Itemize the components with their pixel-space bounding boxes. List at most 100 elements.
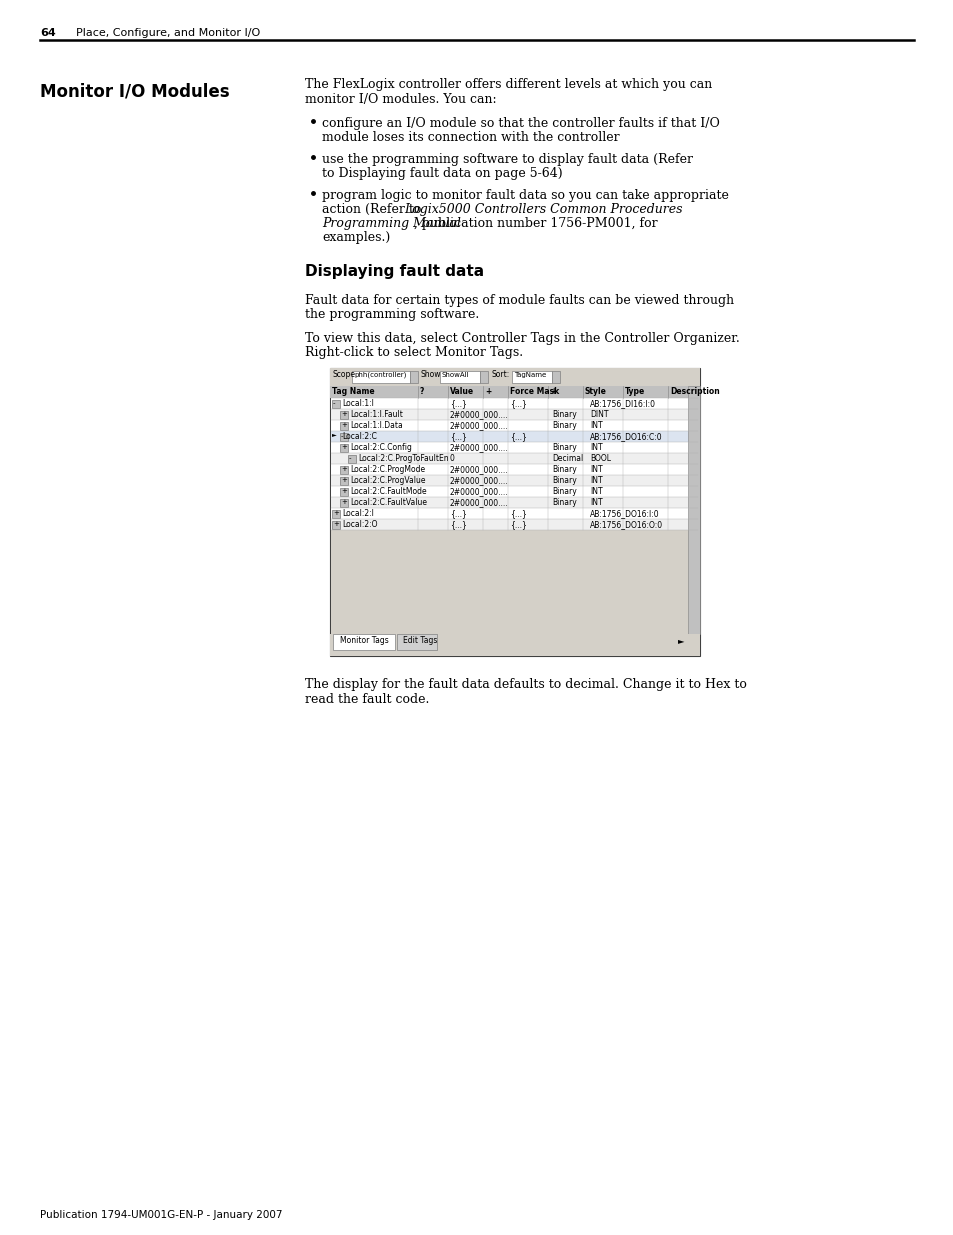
Text: Show: Show — [420, 370, 441, 379]
Text: Local:1:I.Fault: Local:1:I.Fault — [350, 410, 402, 419]
Text: INT: INT — [589, 487, 602, 496]
Text: read the fault code.: read the fault code. — [305, 693, 429, 706]
Text: Local:2:C.ProgMode: Local:2:C.ProgMode — [350, 466, 425, 474]
Bar — [339, 488, 348, 496]
Text: 2#0000_000....: 2#0000_000.... — [450, 466, 508, 474]
Text: {...}: {...} — [510, 432, 526, 441]
Text: Binary: Binary — [552, 466, 577, 474]
Text: +: + — [484, 387, 491, 396]
Text: -: - — [340, 433, 343, 438]
Text: Local:1:I: Local:1:I — [341, 399, 374, 408]
Text: +: + — [340, 466, 347, 472]
Bar — [331, 420, 699, 431]
Bar — [331, 530, 699, 634]
Text: INT: INT — [589, 475, 602, 485]
Bar — [331, 453, 699, 464]
Text: Local:2:C.FaultMode: Local:2:C.FaultMode — [350, 487, 426, 496]
Text: INT: INT — [589, 466, 602, 474]
Text: +: + — [550, 387, 556, 396]
Text: Value: Value — [450, 387, 474, 396]
Text: TagName: TagName — [514, 372, 546, 378]
Bar — [330, 634, 700, 656]
Text: examples.): examples.) — [322, 231, 390, 245]
Text: Tag Name: Tag Name — [332, 387, 375, 396]
Text: , publication number 1756-PM001, for: , publication number 1756-PM001, for — [414, 217, 657, 230]
Bar — [512, 370, 552, 383]
Text: AB:1756_DI16:I:0: AB:1756_DI16:I:0 — [589, 399, 656, 408]
Text: module loses its connection with the controller: module loses its connection with the con… — [322, 131, 619, 144]
Text: AB:1756_DO16:O:0: AB:1756_DO16:O:0 — [589, 520, 662, 529]
Text: {...}: {...} — [510, 399, 526, 408]
Text: The FlexLogix controller offers different levels at which you can: The FlexLogix controller offers differen… — [305, 78, 712, 91]
Text: Scope: Scope — [333, 370, 355, 379]
Bar — [332, 400, 339, 408]
Text: Monitor Tags: Monitor Tags — [339, 636, 388, 645]
Text: Local:2:C.FaultValue: Local:2:C.FaultValue — [350, 498, 427, 508]
Bar — [330, 387, 700, 398]
Text: +: + — [340, 445, 347, 450]
Text: 2#0000_000....: 2#0000_000.... — [450, 410, 508, 419]
Text: Local:2:C.ProgToFaultEn: Local:2:C.ProgToFaultEn — [357, 454, 448, 463]
Bar — [410, 370, 417, 383]
Text: Programming Manual: Programming Manual — [322, 217, 460, 230]
Text: Binary: Binary — [552, 487, 577, 496]
Text: Sort:: Sort: — [492, 370, 510, 379]
Text: 64: 64 — [40, 28, 55, 38]
Text: configure an I/O module so that the controller faults if that I/O: configure an I/O module so that the cont… — [322, 117, 720, 130]
Bar — [331, 431, 699, 442]
Text: Edit Tags: Edit Tags — [402, 636, 436, 645]
Text: {...}: {...} — [510, 509, 526, 517]
Text: 2#0000_000....: 2#0000_000.... — [450, 498, 508, 508]
Text: INT: INT — [589, 421, 602, 430]
Text: Decimal: Decimal — [552, 454, 582, 463]
Text: Local:2:C: Local:2:C — [341, 432, 376, 441]
Text: {...}: {...} — [450, 520, 466, 529]
Bar — [332, 521, 339, 529]
Text: Displaying fault data: Displaying fault data — [305, 264, 483, 279]
Text: Binary: Binary — [552, 421, 577, 430]
Text: Local:1:I.Data: Local:1:I.Data — [350, 421, 402, 430]
Bar — [331, 475, 699, 487]
Text: ?: ? — [419, 387, 424, 396]
Bar — [331, 519, 699, 530]
Text: The display for the fault data defaults to decimal. Change it to Hex to: The display for the fault data defaults … — [305, 678, 746, 692]
Bar — [331, 487, 699, 496]
Text: Style: Style — [584, 387, 606, 396]
Bar — [332, 510, 339, 517]
Bar — [339, 422, 348, 430]
Text: +: + — [340, 422, 347, 429]
Text: {...}: {...} — [450, 432, 466, 441]
Text: +: + — [333, 521, 338, 527]
Text: Place, Configure, and Monitor I/O: Place, Configure, and Monitor I/O — [76, 28, 260, 38]
Text: +: + — [340, 488, 347, 494]
Text: To view this data, select Controller Tags in the Controller Organizer.: To view this data, select Controller Tag… — [305, 332, 739, 345]
Bar — [348, 454, 355, 463]
Bar — [339, 477, 348, 485]
Text: to Displaying fault data on page 5-64): to Displaying fault data on page 5-64) — [322, 167, 562, 180]
Text: 2#0000_000....: 2#0000_000.... — [450, 475, 508, 485]
Text: Binary: Binary — [552, 443, 577, 452]
Text: use the programming software to display fault data (Refer: use the programming software to display … — [322, 153, 692, 165]
Text: Local:2:C.ProgValue: Local:2:C.ProgValue — [350, 475, 425, 485]
Text: Local:2:C.Config: Local:2:C.Config — [350, 443, 412, 452]
Bar — [396, 634, 436, 650]
Text: BOOL: BOOL — [589, 454, 610, 463]
Text: -: - — [349, 454, 351, 461]
Text: Monitor I/O Modules: Monitor I/O Modules — [40, 82, 230, 100]
Bar — [331, 508, 699, 519]
Bar — [439, 370, 479, 383]
Text: 2#0000_000....: 2#0000_000.... — [450, 487, 508, 496]
Text: 0: 0 — [450, 454, 455, 463]
Bar — [330, 368, 700, 387]
Bar — [331, 496, 699, 508]
Text: Binary: Binary — [552, 475, 577, 485]
Text: +: + — [333, 510, 338, 516]
Bar — [331, 398, 699, 409]
Bar — [333, 634, 395, 650]
Text: phh(controller): phh(controller) — [354, 372, 406, 378]
Text: Description: Description — [669, 387, 719, 396]
Bar — [339, 411, 348, 419]
Bar — [331, 409, 699, 420]
Text: {...}: {...} — [510, 520, 526, 529]
Text: ►: ► — [678, 636, 684, 645]
